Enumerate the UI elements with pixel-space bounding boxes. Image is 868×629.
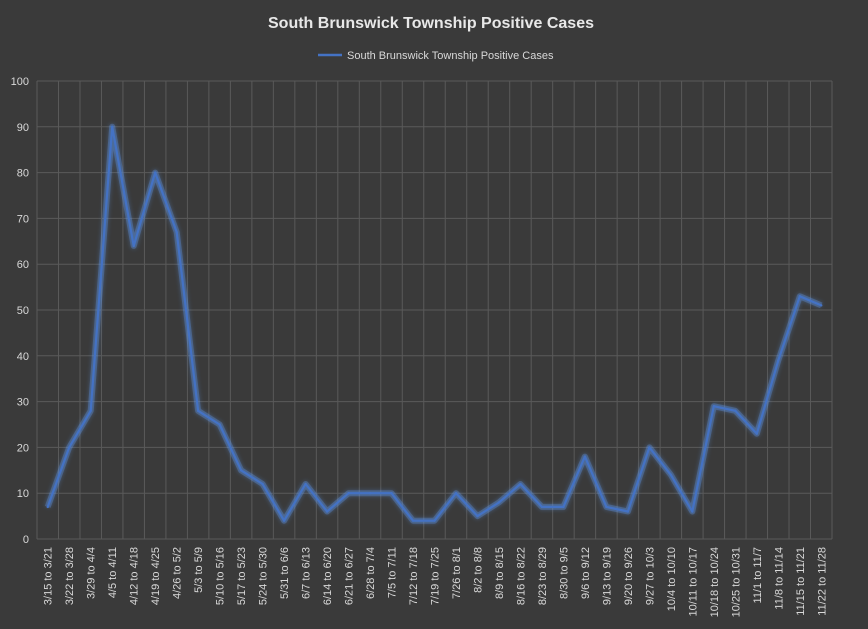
data-point [368, 492, 372, 495]
data-point [562, 505, 565, 509]
data-point [669, 473, 673, 477]
x-tick-label: 10/11 to 10/17 [687, 547, 699, 617]
data-point [411, 519, 415, 522]
x-tick-label: 9/6 to 9/12 [580, 547, 592, 599]
x-tick-label: 11/22 to 11/28 [816, 547, 828, 616]
data-point [196, 409, 200, 412]
x-tick-label: 10/4 to 10/10 [666, 547, 678, 611]
y-tick-label: 90 [17, 122, 29, 134]
data-point [691, 510, 694, 513]
x-tick-label: 6/21 to 6/27 [344, 547, 356, 605]
data-point [68, 446, 71, 449]
data-point [734, 409, 737, 412]
data-point [347, 492, 350, 495]
legend: South Brunswick Township Positive Cases [318, 50, 554, 62]
x-tick-label: 7/5 to 7/11 [387, 547, 399, 598]
data-point [111, 125, 114, 128]
y-tick-label: 10 [17, 488, 29, 500]
y-tick-label: 40 [17, 351, 29, 363]
data-point [433, 519, 436, 522]
x-tick-label: 3/22 to 3/28 [64, 547, 76, 605]
x-tick-label: 5/24 to 5/30 [258, 547, 270, 605]
x-tick-label: 5/17 to 5/23 [236, 547, 248, 605]
data-point [798, 295, 801, 298]
x-tick-label: 6/7 to 6/13 [301, 547, 313, 599]
data-point [626, 510, 630, 513]
data-point [605, 505, 608, 509]
gridlines [36, 80, 833, 540]
x-tick-label: 4/5 to 4/11 [107, 547, 119, 598]
data-point [89, 409, 92, 412]
data-point [540, 505, 544, 509]
data-point [390, 492, 393, 495]
data-point [282, 519, 286, 522]
x-tick-label: 7/19 to 7/25 [430, 547, 442, 605]
x-tick-label: 9/20 to 9/26 [623, 547, 635, 605]
legend-label: South Brunswick Township Positive Cases [347, 50, 554, 62]
y-tick-label: 30 [17, 397, 29, 409]
data-point [175, 230, 178, 234]
data-point [261, 482, 264, 486]
data-point [132, 244, 135, 248]
data-point [519, 482, 522, 486]
data-point [755, 432, 758, 435]
x-tick-label: 5/31 to 6/6 [279, 547, 291, 599]
x-axis-ticks: 3/15 to 3/21 3/22 to 3/28 3/29 to 4/4 4/5 t… [43, 547, 829, 617]
x-tick-label: 5/10 to 5/16 [215, 547, 227, 605]
x-tick-label: 11/1 to 11/7 [752, 547, 764, 603]
y-tick-label: 80 [17, 168, 29, 180]
data-point [476, 514, 479, 518]
series-line-glow [44, 123, 823, 524]
data-point [46, 505, 49, 509]
data-point [583, 455, 587, 458]
x-tick-label: 4/26 to 5/2 [172, 547, 184, 599]
x-tick-label: 3/29 to 4/4 [86, 547, 98, 599]
x-tick-label: 8/30 to 9/5 [558, 547, 570, 599]
y-tick-label: 100 [11, 76, 29, 88]
x-tick-label: 6/14 to 6/20 [322, 547, 334, 605]
data-point [648, 446, 651, 449]
y-tick-label: 60 [17, 259, 29, 271]
x-tick-label: 6/28 to 7/4 [365, 547, 377, 599]
x-tick-label: 7/26 to 8/1 [451, 547, 463, 599]
x-tick-label: 11/8 to 11/14 [773, 547, 785, 610]
data-point [153, 171, 157, 174]
x-tick-label: 11/15 to 11/21 [795, 547, 807, 616]
data-point [304, 482, 307, 486]
x-tick-label: 8/16 to 8/22 [515, 547, 527, 605]
y-tick-label: 0 [23, 534, 29, 546]
chart-title: South Brunswick Township Positive Cases [268, 15, 594, 32]
y-tick-label: 50 [17, 305, 29, 317]
x-tick-label: 8/2 to 8/8 [472, 547, 484, 593]
data-point [820, 304, 823, 307]
x-tick-label: 9/27 to 10/3 [644, 547, 656, 605]
y-tick-label: 20 [17, 442, 29, 454]
data-point [325, 510, 329, 513]
series-line-group [44, 123, 823, 524]
x-tick-label: 3/15 to 3/21 [43, 547, 55, 605]
data-point [218, 423, 221, 426]
data-point [454, 492, 458, 495]
y-axis-ticks: 0 10 20 30 40 50 60 70 80 90 100 [11, 76, 29, 546]
x-tick-label: 5/3 to 5/9 [193, 547, 205, 593]
x-tick-label: 10/18 to 10/24 [709, 547, 721, 617]
x-tick-label: 4/19 to 4/25 [150, 547, 162, 605]
data-point [712, 404, 716, 408]
x-tick-label: 8/9 to 8/15 [494, 547, 506, 599]
x-tick-label: 8/23 to 8/29 [537, 547, 549, 605]
x-tick-label: 9/13 to 9/19 [601, 547, 613, 605]
x-tick-label: 4/12 to 4/18 [129, 547, 141, 605]
x-tick-label: 7/12 to 7/18 [408, 547, 420, 605]
y-tick-label: 70 [17, 213, 29, 225]
data-point [777, 359, 780, 362]
x-tick-label: 10/25 to 10/31 [730, 547, 742, 617]
data-point [497, 501, 501, 504]
data-point [239, 469, 243, 472]
